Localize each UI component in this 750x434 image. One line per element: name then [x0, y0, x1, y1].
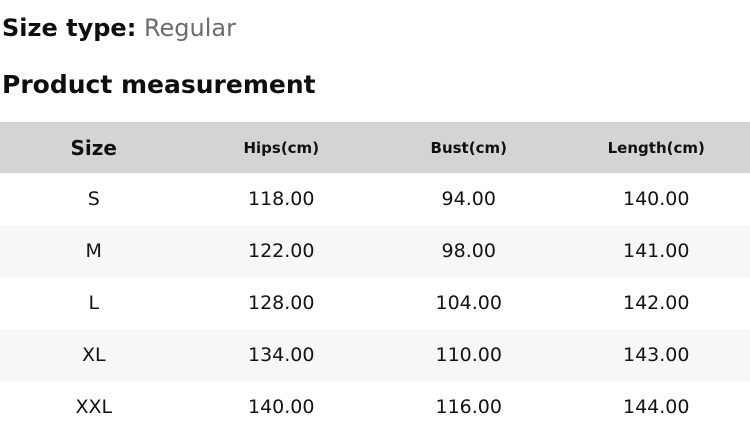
column-header-hips: Hips(cm) — [187, 122, 375, 173]
size-type-line: Size type: Regular — [0, 14, 750, 43]
size-type-label: Size type: — [2, 14, 137, 42]
cell-hips: 128.00 — [187, 277, 375, 329]
product-measurement-title: Product measurement — [2, 70, 316, 99]
cell-hips: 118.00 — [187, 173, 375, 225]
cell-size: S — [0, 173, 188, 225]
table-row: M 122.00 98.00 141.00 — [0, 225, 750, 277]
size-type-value: Regular — [143, 14, 236, 42]
cell-bust: 98.00 — [375, 225, 563, 277]
column-header-length: Length(cm) — [562, 122, 750, 173]
column-header-size: Size — [0, 122, 188, 173]
table-row: XL 134.00 110.00 143.00 — [0, 329, 750, 381]
product-size-section: Size type: Regular Product measurement S… — [0, 14, 750, 434]
cell-size: XXL — [0, 381, 188, 433]
cell-length: 142.00 — [562, 277, 750, 329]
cell-length: 141.00 — [562, 225, 750, 277]
column-header-bust: Bust(cm) — [375, 122, 563, 173]
cell-size: XL — [0, 329, 188, 381]
cell-bust: 94.00 — [375, 173, 563, 225]
table-row: L 128.00 104.00 142.00 — [0, 277, 750, 329]
cell-hips: 140.00 — [187, 381, 375, 433]
cell-hips: 122.00 — [187, 225, 375, 277]
cell-size: L — [0, 277, 188, 329]
cell-hips: 134.00 — [187, 329, 375, 381]
cell-bust: 110.00 — [375, 329, 563, 381]
cell-length: 140.00 — [562, 173, 750, 225]
cell-bust: 104.00 — [375, 277, 563, 329]
table-header-row: Size Hips(cm) Bust(cm) Length(cm) — [0, 122, 750, 173]
cell-size: M — [0, 225, 188, 277]
cell-bust: 116.00 — [375, 381, 563, 433]
cell-length: 144.00 — [562, 381, 750, 433]
table-row: XXL 140.00 116.00 144.00 — [0, 381, 750, 433]
measurement-table: Size Hips(cm) Bust(cm) Length(cm) S 118.… — [0, 122, 750, 433]
cell-length: 143.00 — [562, 329, 750, 381]
table-row: S 118.00 94.00 140.00 — [0, 173, 750, 225]
